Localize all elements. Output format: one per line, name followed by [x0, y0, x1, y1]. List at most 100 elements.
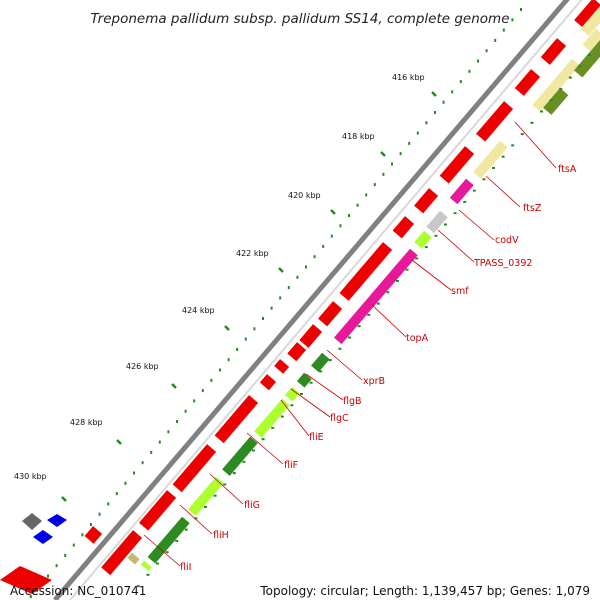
axis-dot	[133, 471, 135, 475]
axis-dot	[210, 378, 213, 382]
axis-dot	[262, 317, 264, 320]
cds-block-13	[258, 372, 278, 392]
track-tick	[549, 99, 553, 102]
feature-block-9	[295, 371, 314, 389]
axis-dot	[468, 69, 471, 73]
gene-label-xprb: xprB	[363, 376, 385, 387]
track-tick	[501, 155, 505, 158]
feature-block-5	[424, 209, 450, 235]
axis-dot	[81, 533, 84, 537]
feature-block-13	[186, 475, 226, 518]
axis-dot	[451, 90, 454, 94]
leader-line	[143, 534, 181, 567]
track-tick	[405, 268, 409, 271]
axis-dot	[219, 368, 221, 372]
gene-label-flgc: flgC	[330, 413, 349, 424]
gene-label-ftsa: ftsA	[558, 164, 577, 175]
axis-dot	[356, 203, 359, 207]
axis-dot	[382, 172, 385, 176]
track-tick	[338, 347, 342, 350]
track-tick	[319, 370, 323, 373]
feature-block-6	[412, 229, 434, 251]
kbp-label: 430 kbp	[14, 472, 47, 481]
genome-backbone-inner	[69, 0, 583, 600]
kbp-major-tick	[330, 209, 336, 215]
axis-dot	[176, 420, 178, 423]
kbp-major-tick	[224, 325, 230, 331]
axis-dot	[442, 100, 445, 104]
axis-dot	[184, 409, 187, 413]
feature-block-15	[139, 559, 154, 573]
feature-track	[126, 27, 600, 573]
gene-label-flgb: flgB	[343, 396, 362, 407]
map-title: Treponema pallidum subsp. pallidum SS14,…	[90, 11, 509, 27]
axis-dot	[115, 492, 118, 496]
track-tick	[540, 110, 543, 113]
kbp-label: 418 kbp	[342, 132, 375, 141]
kbp-major-tick	[431, 91, 437, 97]
axis-dot	[158, 440, 161, 444]
track-tick	[472, 189, 476, 192]
axis-dot	[253, 327, 256, 331]
feature-block-8	[309, 351, 332, 374]
axis-dot	[494, 38, 497, 42]
feature-block-4	[448, 177, 476, 206]
kbp-label: 426 kbp	[126, 362, 159, 371]
kbp-label: 420 kbp	[288, 191, 321, 200]
leader-line	[411, 259, 452, 291]
blue-feature-block-2	[33, 530, 53, 544]
axis-dot	[425, 121, 428, 125]
cds-block-16	[137, 488, 178, 532]
track-tick	[588, 54, 591, 56]
outer-block-3	[580, 6, 600, 36]
gene-label-tpass_0392: TPASS_0392	[473, 258, 532, 269]
track-tick	[482, 178, 486, 181]
axis-dot	[279, 296, 282, 300]
axis-dot	[322, 244, 325, 248]
axis-dot	[434, 111, 436, 114]
track-tick	[280, 415, 284, 418]
leader-line	[280, 399, 310, 437]
leader-line	[290, 388, 331, 418]
leader-line	[209, 473, 244, 505]
axis-dot	[244, 337, 247, 341]
axis-dot	[90, 523, 92, 526]
track-tick	[376, 302, 380, 305]
track-tick	[290, 404, 294, 407]
axis-dot	[408, 141, 411, 145]
track-tick	[261, 438, 265, 441]
track-tick	[396, 280, 399, 282]
blue-feature-block-1	[47, 514, 67, 527]
gene-label-flif: fliF	[284, 460, 298, 471]
red-feature-block-bottom	[0, 566, 52, 594]
track-tick	[367, 313, 371, 316]
leader-line	[305, 373, 344, 401]
kbp-axis: 416 kbp 418 kbp 420 kbp 422 kbp 424 kbp 426 k…	[14, 8, 591, 599]
cds-block-14	[213, 393, 260, 445]
track-tick	[444, 223, 447, 226]
axis-dot	[236, 347, 239, 351]
grey-feature-block	[22, 513, 42, 530]
genome-backbone	[53, 0, 570, 600]
track-tick	[213, 494, 217, 497]
kbp-major-tick	[61, 496, 67, 502]
cds-block-12	[272, 357, 291, 376]
axis-dot	[485, 49, 488, 53]
axis-dot	[47, 574, 49, 578]
track-tick	[424, 246, 428, 249]
leader-line	[485, 175, 521, 208]
cds-block-2	[539, 36, 568, 67]
kbp-major-tick	[171, 383, 177, 389]
forward-cds-track	[83, 0, 600, 577]
summary-text: Topology: circular; Length: 1,139,457 bp…	[260, 584, 590, 598]
feature-block-10	[283, 385, 302, 403]
track-tick	[136, 585, 140, 588]
gene-label-flig: fliG	[244, 500, 260, 511]
kbp-major-tick	[116, 439, 122, 445]
leader-line	[371, 304, 407, 338]
axis-dot	[477, 59, 479, 63]
axis-dot	[416, 131, 419, 135]
gene-label-flih: fliH	[213, 530, 229, 541]
feature-block-12	[220, 435, 260, 478]
gene-label-codv: codV	[495, 235, 519, 246]
